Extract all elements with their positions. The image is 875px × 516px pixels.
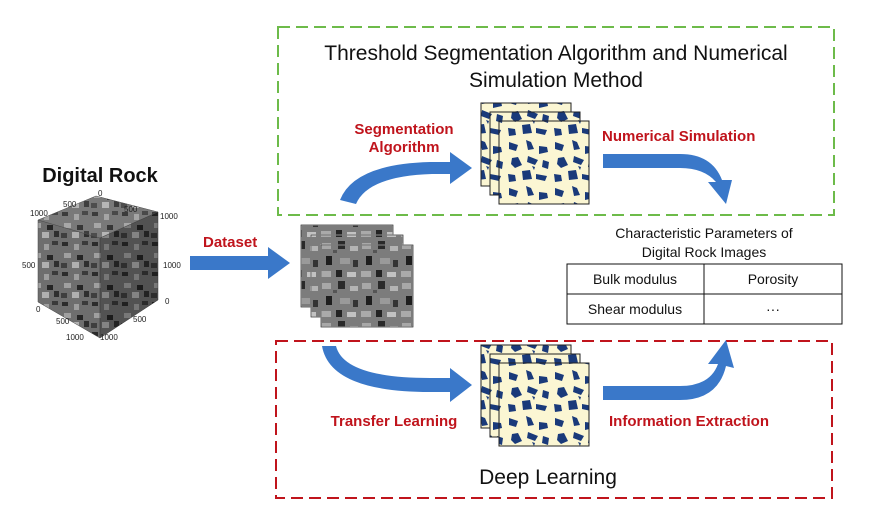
numerical-simulation-arrow (603, 154, 732, 204)
numerical-simulation-label: Numerical Simulation (602, 128, 755, 145)
segmentation-curved-arrow (340, 152, 472, 204)
axis-label: 0 (98, 189, 103, 198)
bottom-deep-learning-box (275, 340, 833, 499)
segmented-image-stack-bottom (480, 344, 590, 447)
axis-label: 1000 (160, 212, 178, 221)
digital-rock-cube (37, 195, 159, 339)
table-cell-bulk-modulus: Bulk modulus (593, 271, 677, 287)
top-box-title-line1: Threshold Segmentation Algorithm and Num… (324, 42, 787, 65)
table-cell-ellipsis: ··· (766, 301, 780, 317)
params-title-line1: Characteristic Parameters of (615, 225, 793, 241)
cube-axis-labels: 1000 500 0 500 1000 500 0 500 1000 0 500… (22, 189, 181, 342)
axis-label: 500 (22, 261, 36, 270)
axis-label: 500 (133, 315, 147, 324)
axis-label: 1000 (66, 333, 84, 342)
information-extraction-arrow (603, 340, 734, 400)
axis-label: 1000 (163, 261, 181, 270)
params-title-line2: Digital Rock Images (642, 244, 767, 260)
axis-label: 1000 (100, 333, 118, 342)
transfer-learning-label: Transfer Learning (331, 413, 458, 430)
top-box-title-line2: Simulation Method (469, 69, 643, 92)
axis-label: 0 (36, 305, 41, 314)
axis-label: 500 (63, 200, 77, 209)
information-extraction-label: Information Extraction (609, 413, 769, 430)
top-method-box (277, 26, 835, 216)
segmentation-label-line2: Algorithm (369, 139, 440, 156)
table-cell-shear-modulus: Shear modulus (588, 301, 682, 317)
bottom-box-title: Deep Learning (479, 466, 617, 489)
table-cell-porosity: Porosity (748, 271, 799, 287)
segmentation-label-line1: Segmentation (354, 121, 453, 138)
axis-label: 500 (124, 205, 138, 214)
digital-rock-title: Digital Rock (42, 165, 158, 187)
params-table: Bulk modulus Porosity Shear modulus ··· (566, 263, 843, 325)
grayscale-image-stack (300, 224, 414, 328)
axis-label: 500 (56, 317, 70, 326)
axis-label: 1000 (30, 209, 48, 218)
transfer-learning-curved-arrow (322, 346, 472, 402)
dataset-arrow (190, 247, 290, 279)
dataset-label: Dataset (203, 234, 257, 251)
axis-label: 0 (165, 297, 170, 306)
segmented-image-stack-top (480, 102, 590, 205)
